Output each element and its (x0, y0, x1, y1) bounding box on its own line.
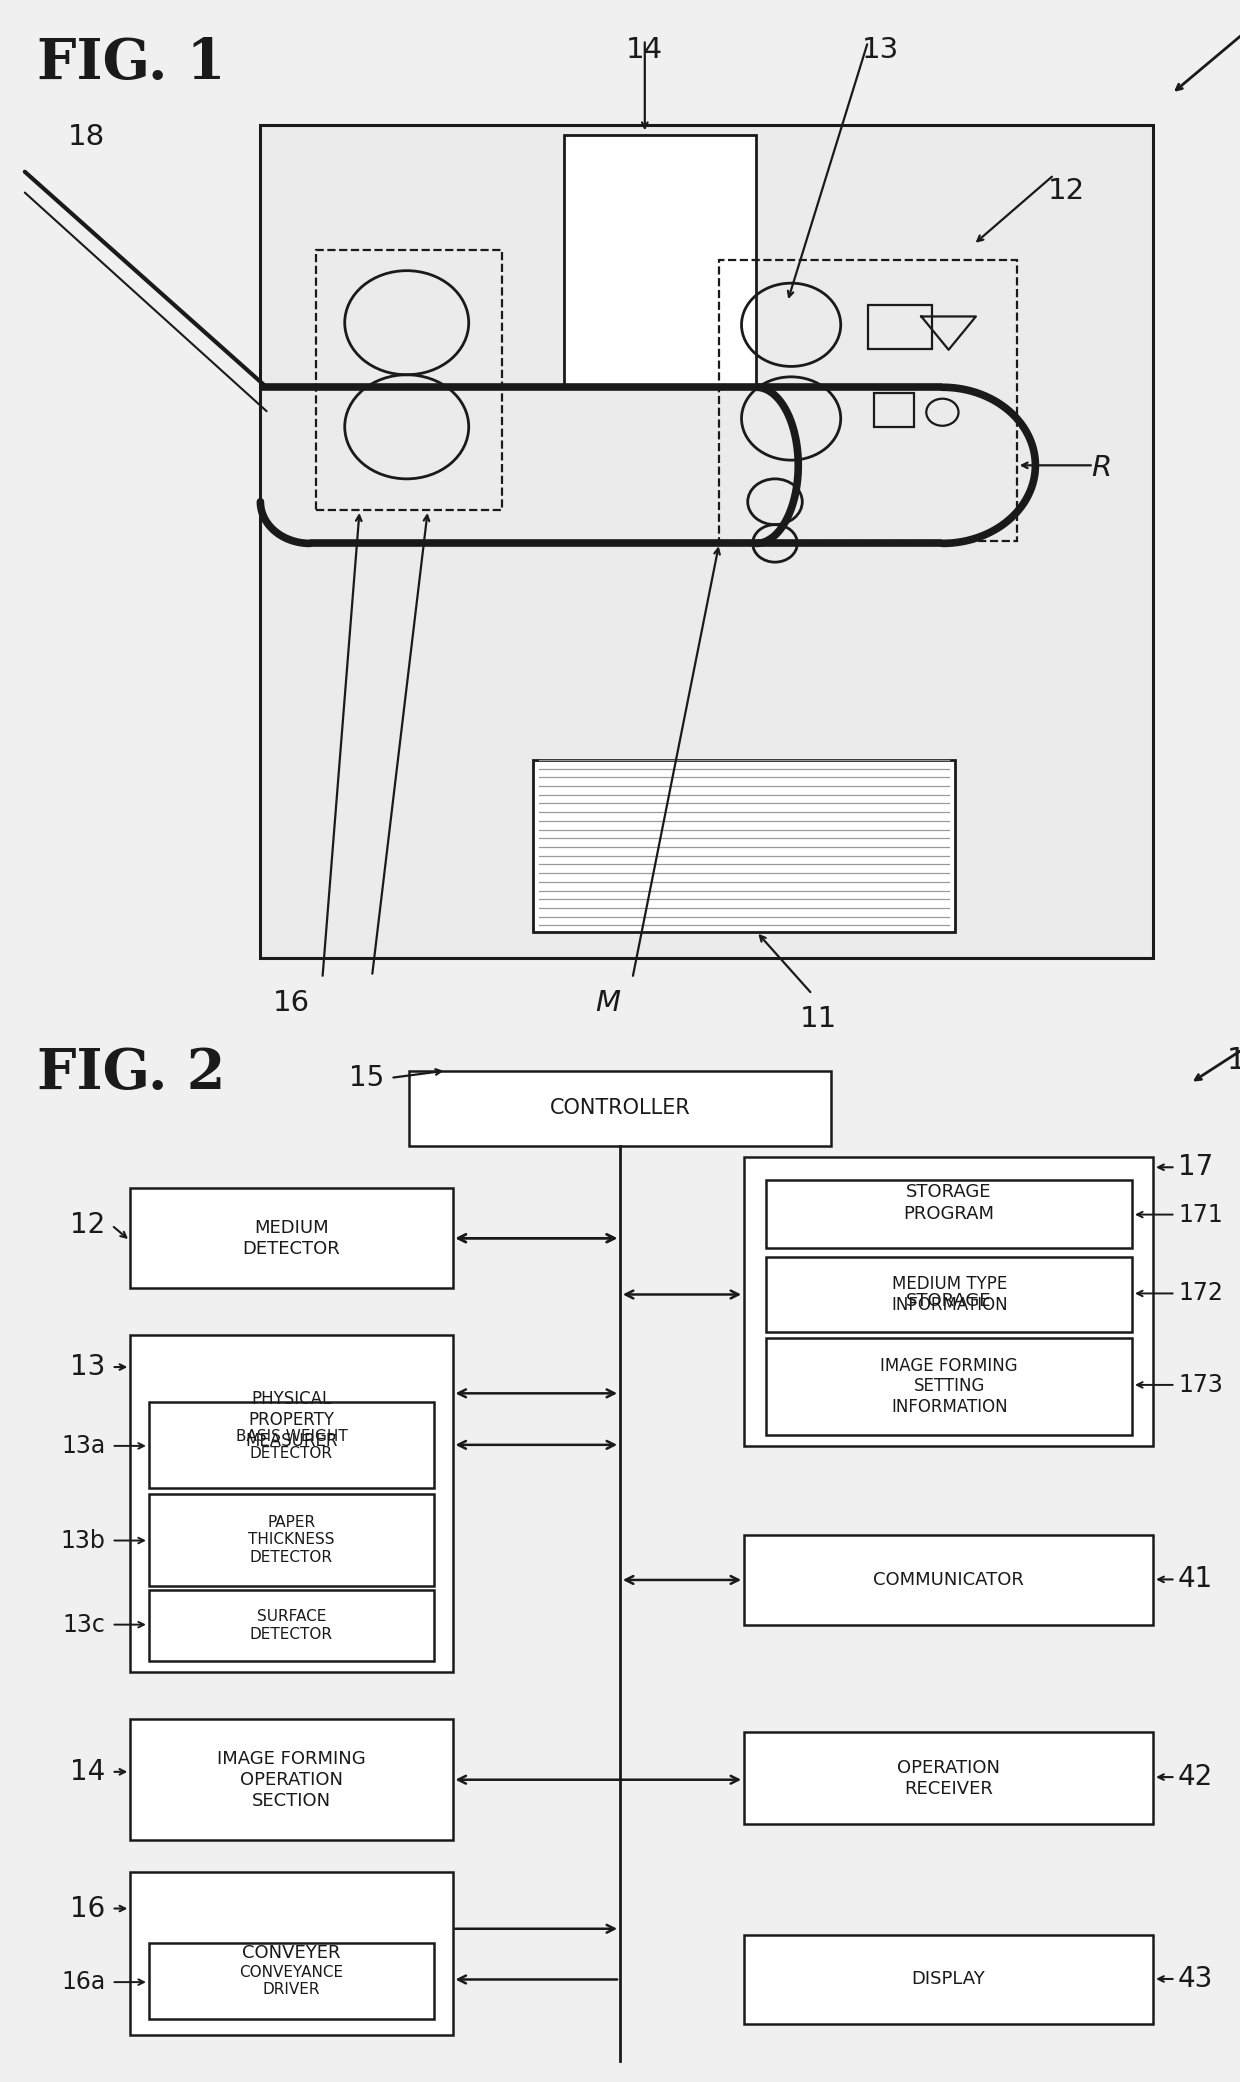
Text: BASIS WEIGHT
DETECTOR: BASIS WEIGHT DETECTOR (236, 1428, 347, 1462)
Text: 12: 12 (71, 1212, 105, 1239)
Text: 173: 173 (1178, 1372, 1223, 1397)
Text: FIG. 2: FIG. 2 (37, 1047, 226, 1101)
Bar (316, 250, 502, 510)
Bar (149, 1591, 434, 1661)
Bar (766, 1337, 1132, 1434)
Text: 13b: 13b (61, 1528, 105, 1553)
Bar (719, 260, 1017, 541)
Text: 18: 18 (68, 123, 105, 150)
Text: 13: 13 (862, 35, 899, 65)
Bar (149, 1401, 434, 1489)
Text: 12: 12 (1048, 177, 1085, 204)
Text: 41: 41 (1178, 1566, 1213, 1593)
Text: 16a: 16a (61, 1970, 105, 1995)
Bar (564, 135, 756, 385)
Bar (744, 1934, 1153, 2024)
Bar (766, 1180, 1132, 1249)
Text: PAPER
THICKNESS
DETECTOR: PAPER THICKNESS DETECTOR (248, 1516, 335, 1566)
Text: 171: 171 (1178, 1203, 1223, 1226)
Bar (260, 125, 1153, 958)
Bar (766, 1258, 1132, 1332)
Text: STORAGE: STORAGE (906, 1293, 991, 1310)
Bar (868, 304, 932, 348)
Text: CONVEYANCE
DRIVER: CONVEYANCE DRIVER (239, 1965, 343, 1997)
Text: 1: 1 (1236, 0, 1240, 25)
Bar (744, 1732, 1153, 1824)
Text: CONVEYER: CONVEYER (242, 1945, 341, 1961)
Bar (130, 1189, 453, 1289)
Text: 16: 16 (273, 989, 310, 1016)
Bar (130, 1872, 453, 2034)
Text: FIG. 1: FIG. 1 (37, 35, 226, 92)
Text: 42: 42 (1178, 1763, 1213, 1791)
Text: MEDIUM TYPE
INFORMATION: MEDIUM TYPE INFORMATION (890, 1274, 1008, 1314)
Bar (130, 1335, 453, 1672)
Bar (409, 1070, 831, 1147)
Text: 43: 43 (1178, 1965, 1214, 1992)
Text: CONTROLLER: CONTROLLER (549, 1099, 691, 1118)
Bar (149, 1943, 434, 2020)
Text: STORAGE: STORAGE (906, 1183, 991, 1201)
Text: 13c: 13c (62, 1614, 105, 1636)
Bar (744, 1534, 1153, 1624)
Text: 1: 1 (1226, 1047, 1240, 1076)
Text: M: M (595, 989, 620, 1016)
Bar (744, 1158, 1153, 1445)
Text: 15: 15 (350, 1064, 384, 1091)
Text: DISPLAY: DISPLAY (911, 1970, 986, 1988)
Text: 13a: 13a (61, 1434, 105, 1457)
Text: MEDIUM
DETECTOR: MEDIUM DETECTOR (243, 1218, 340, 1258)
Text: R: R (1091, 454, 1111, 483)
Text: IMAGE FORMING
SETTING
INFORMATION: IMAGE FORMING SETTING INFORMATION (880, 1357, 1018, 1416)
Bar (874, 393, 914, 427)
Text: PROGRAM: PROGRAM (904, 1205, 994, 1222)
Text: OPERATION
RECEIVER: OPERATION RECEIVER (897, 1759, 1001, 1797)
Text: 16: 16 (71, 1895, 105, 1922)
Text: 172: 172 (1178, 1280, 1223, 1305)
Bar (130, 1720, 453, 1840)
Text: PHYSICAL
PROPERTY
MEASURER: PHYSICAL PROPERTY MEASURER (246, 1391, 337, 1449)
Text: COMMUNICATOR: COMMUNICATOR (873, 1572, 1024, 1589)
Text: 17: 17 (1178, 1153, 1213, 1180)
Text: IMAGE FORMING
OPERATION
SECTION: IMAGE FORMING OPERATION SECTION (217, 1749, 366, 1809)
Bar (149, 1495, 434, 1586)
Text: 11: 11 (800, 1006, 837, 1033)
Text: 14: 14 (71, 1757, 105, 1786)
Bar (533, 760, 955, 933)
Text: 14: 14 (626, 35, 663, 65)
Text: SURFACE
DETECTOR: SURFACE DETECTOR (250, 1609, 332, 1643)
Text: 13: 13 (69, 1353, 105, 1380)
